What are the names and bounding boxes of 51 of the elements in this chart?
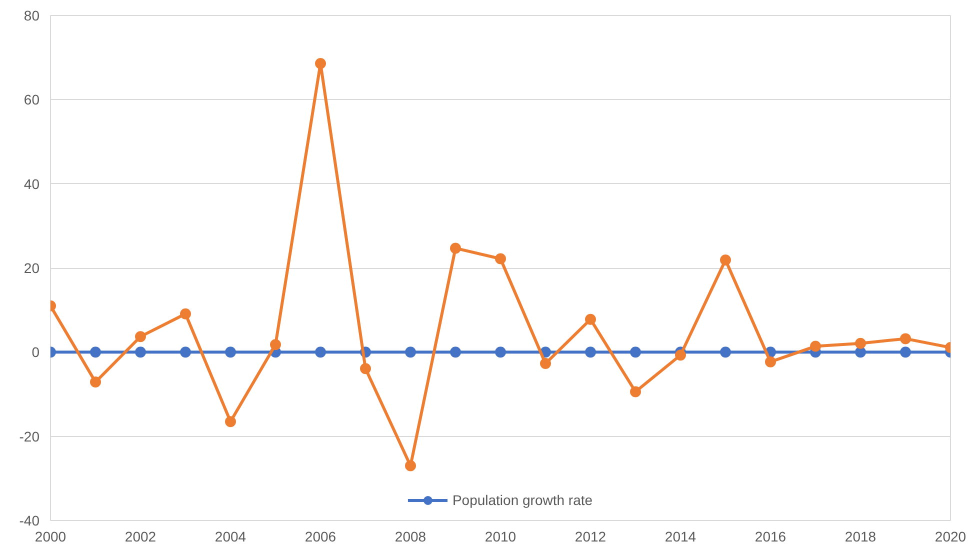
point bbox=[180, 308, 191, 320]
y-tick-label: 40 bbox=[24, 176, 40, 192]
point bbox=[135, 331, 146, 342]
x-tick-label: 2000 bbox=[34, 528, 66, 544]
y-tick-label: 0 bbox=[32, 344, 40, 360]
point bbox=[90, 346, 101, 358]
point bbox=[135, 346, 146, 358]
y-tick-label: -20 bbox=[19, 428, 40, 444]
x-tick-label: 2014 bbox=[664, 528, 696, 544]
point bbox=[855, 346, 866, 358]
point bbox=[270, 339, 281, 350]
point bbox=[630, 386, 641, 398]
point bbox=[450, 242, 461, 254]
point bbox=[675, 350, 686, 361]
point bbox=[405, 346, 416, 358]
x-tick-label: 2010 bbox=[484, 528, 516, 544]
point bbox=[225, 346, 236, 358]
point bbox=[315, 346, 326, 358]
y-tick-label: 60 bbox=[24, 92, 40, 108]
point bbox=[540, 358, 551, 370]
y-tick-label: 80 bbox=[24, 8, 40, 24]
point bbox=[720, 254, 731, 266]
x-tick-label: 2016 bbox=[754, 528, 786, 544]
point bbox=[225, 416, 236, 428]
point bbox=[585, 346, 596, 358]
point bbox=[405, 460, 416, 472]
legend-label: Population growth rate bbox=[452, 492, 593, 508]
point bbox=[315, 58, 326, 69]
point bbox=[495, 253, 506, 264]
x-tick-label: 2002 bbox=[124, 528, 156, 544]
point bbox=[810, 340, 821, 352]
point bbox=[630, 346, 641, 358]
point bbox=[180, 346, 191, 358]
y-tick-label: -40 bbox=[19, 512, 40, 528]
y-tick-label: 20 bbox=[24, 260, 40, 276]
point bbox=[450, 346, 461, 358]
x-tick-label: 2012 bbox=[574, 528, 606, 544]
point bbox=[495, 346, 506, 358]
x-tick-label: 2020 bbox=[934, 528, 966, 544]
point bbox=[720, 346, 731, 358]
point bbox=[855, 338, 866, 349]
point bbox=[765, 356, 776, 368]
x-tick-label: 2018 bbox=[844, 528, 876, 544]
point bbox=[900, 346, 911, 358]
point bbox=[900, 333, 911, 344]
point bbox=[585, 314, 596, 325]
x-tick-label: 2004 bbox=[214, 528, 246, 544]
x-tick-label: 2008 bbox=[394, 528, 426, 544]
point bbox=[90, 376, 101, 388]
point bbox=[360, 363, 371, 374]
x-tick-label: 2006 bbox=[304, 528, 336, 544]
